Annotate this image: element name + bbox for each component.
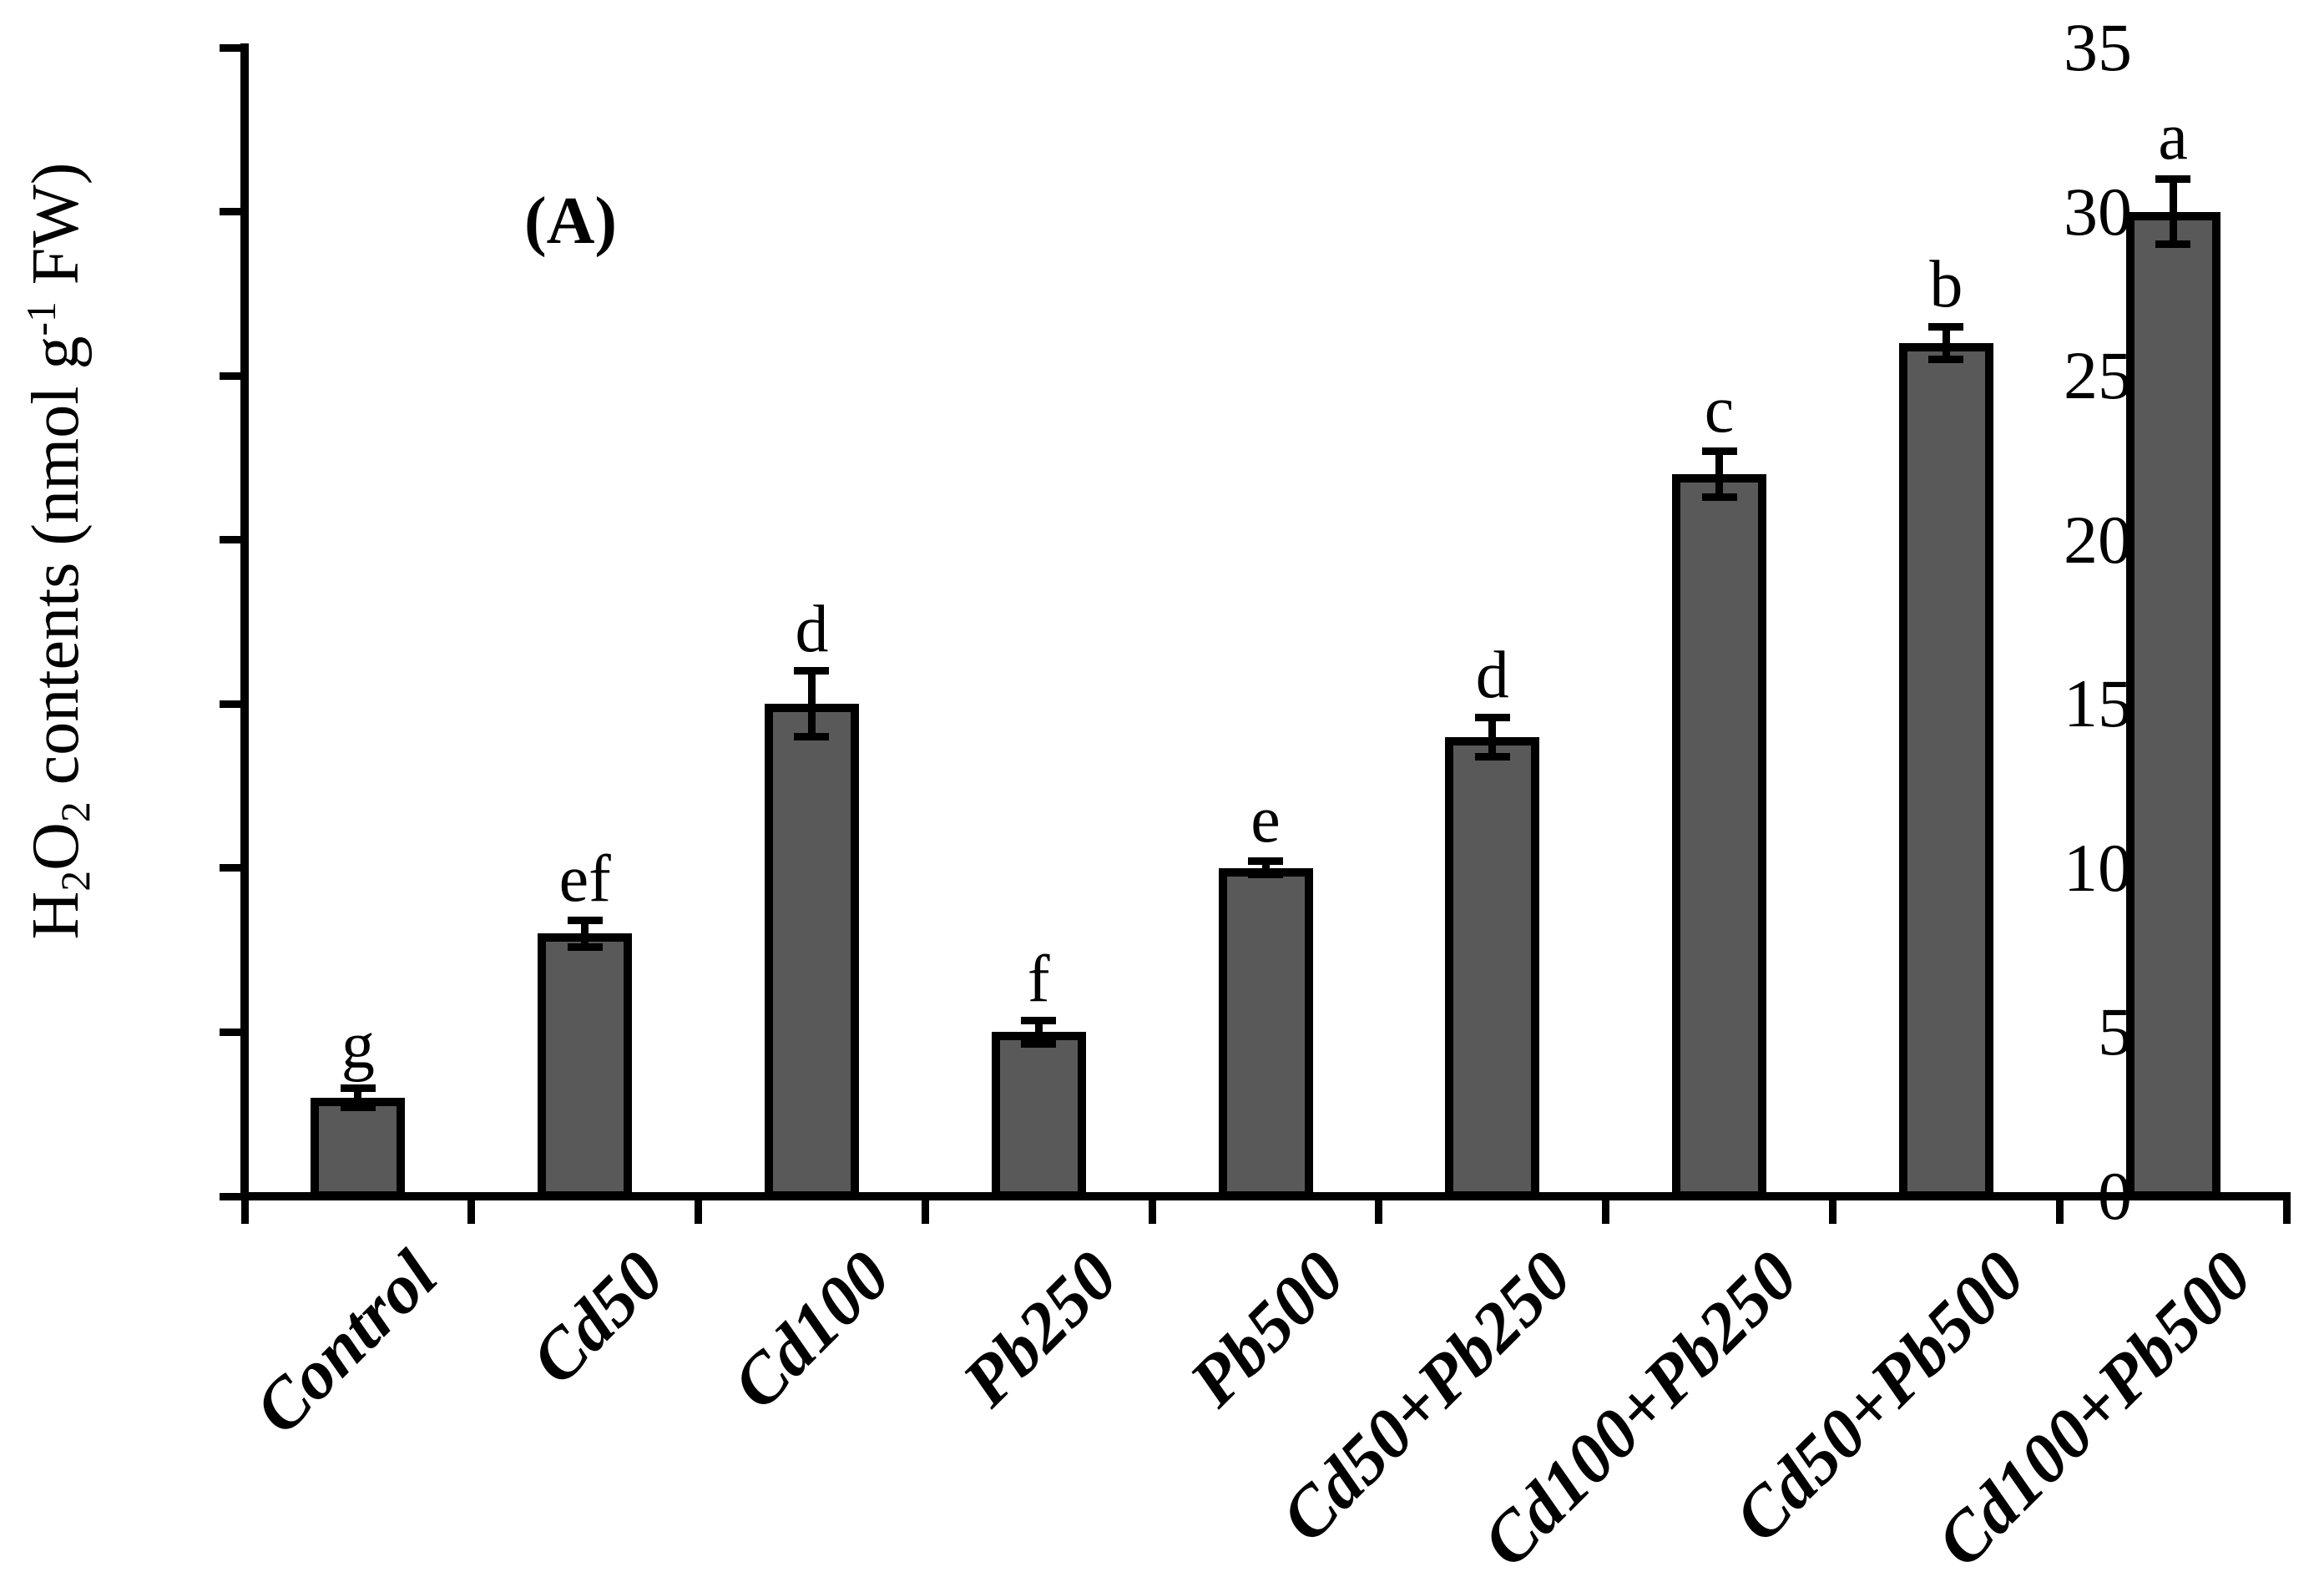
error-bar-top-cap — [1248, 857, 1283, 866]
significance-letter: d — [795, 592, 829, 666]
y-tick-mark — [220, 864, 245, 872]
x-tick-label: Cd50 — [516, 1236, 679, 1399]
error-bar-stem-inner — [581, 940, 589, 946]
x-tick-mark — [240, 1196, 249, 1224]
error-bar-stem-inner — [1488, 743, 1497, 756]
error-bar-bottom-cap — [340, 1104, 376, 1112]
bar — [1898, 342, 1993, 1200]
y-tick-mark — [220, 1192, 245, 1200]
error-bar-bottom-cap — [1701, 493, 1737, 502]
error-bar-stem-inner — [2169, 218, 2177, 243]
error-bar-bottom-cap — [1021, 1039, 1057, 1048]
error-bar-stem — [1488, 717, 1497, 757]
significance-letter: f — [1027, 942, 1050, 1016]
significance-letter: d — [1475, 639, 1509, 713]
x-tick-label: Pb250 — [947, 1236, 1133, 1422]
significance-letter: a — [2158, 100, 2188, 174]
y-tick-label: 10 — [2064, 829, 2132, 906]
error-bar-stem — [581, 920, 589, 948]
error-bar-bottom-cap — [1248, 871, 1283, 879]
y-tick-mark — [220, 700, 245, 708]
y-tick-label: 25 — [2064, 337, 2132, 414]
error-bar-top-cap — [794, 667, 830, 675]
x-tick-mark — [1375, 1196, 1383, 1224]
x-tick-mark — [2282, 1196, 2291, 1224]
bar — [2125, 211, 2220, 1200]
error-bar-bottom-cap — [794, 733, 830, 741]
error-bar-bottom-cap — [1474, 752, 1510, 761]
x-tick-label: Control — [240, 1236, 452, 1449]
x-tick-mark — [467, 1196, 476, 1224]
error-bar-top-cap — [340, 1084, 376, 1092]
error-bar-stem-inner — [1034, 1039, 1043, 1043]
significance-letter: e — [1250, 783, 1281, 857]
bar — [764, 704, 859, 1200]
panel-label: (A) — [524, 184, 618, 258]
error-bar-top-cap — [1928, 322, 1964, 331]
y-tick-label: 35 — [2064, 9, 2132, 85]
error-bar-stem — [1034, 1020, 1043, 1044]
error-bar-bottom-cap — [1928, 355, 1964, 363]
y-tick-mark — [220, 536, 245, 544]
bar — [1445, 736, 1540, 1200]
x-tick-mark — [1602, 1196, 1610, 1224]
error-bar-stem — [1942, 326, 1950, 360]
significance-letter: b — [1929, 248, 1963, 322]
error-bar-stem-inner — [1942, 349, 1950, 358]
error-bar-stem — [354, 1088, 362, 1108]
x-tick-mark — [1148, 1196, 1156, 1224]
error-bar-bottom-cap — [567, 943, 603, 951]
error-bar-stem-inner — [1715, 481, 1724, 496]
error-bar-bottom-cap — [2155, 240, 2191, 249]
y-tick-label: 20 — [2064, 501, 2132, 578]
bar — [1672, 474, 1767, 1200]
y-tick-mark — [220, 43, 245, 52]
bar — [311, 1098, 406, 1200]
error-bar-top-cap — [1701, 447, 1737, 456]
x-tick-label: Pb500 — [1175, 1236, 1360, 1422]
significance-letter: g — [341, 1009, 375, 1084]
significance-letter: ef — [558, 841, 611, 916]
error-bar-top-cap — [2155, 174, 2191, 183]
x-tick-mark — [695, 1196, 703, 1224]
error-bar-top-cap — [567, 917, 603, 925]
bar — [991, 1032, 1086, 1200]
y-tick-mark — [220, 1028, 245, 1036]
y-tick-label: 15 — [2064, 665, 2132, 742]
x-tick-mark — [2055, 1196, 2064, 1224]
error-bar-stem-inner — [807, 710, 816, 735]
error-bar-stem-inner — [354, 1104, 362, 1106]
y-axis-line — [240, 43, 249, 1200]
y-tick-mark — [220, 208, 245, 216]
error-bar-top-cap — [1474, 713, 1510, 721]
x-tick-label: Cd100 — [718, 1236, 906, 1424]
x-tick-mark — [921, 1196, 929, 1224]
bar — [538, 933, 633, 1200]
x-tick-mark — [1828, 1196, 1836, 1224]
y-tick-label: 30 — [2064, 173, 2132, 250]
error-bar-top-cap — [1021, 1017, 1057, 1025]
y-tick-mark — [220, 371, 245, 380]
bar — [1218, 867, 1313, 1200]
significance-letter: c — [1704, 372, 1735, 447]
